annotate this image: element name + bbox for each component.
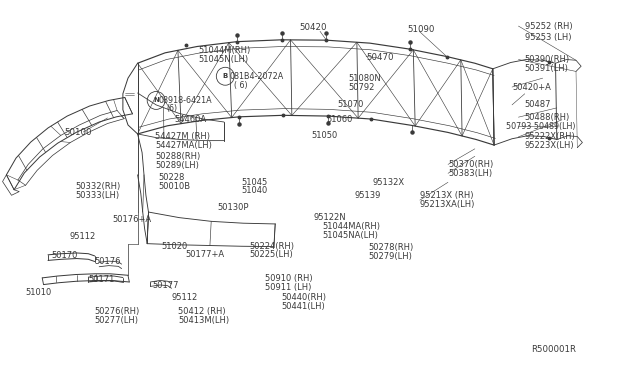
Text: 081B4-2072A: 081B4-2072A [229,72,284,81]
Text: 50332(RH): 50332(RH) [76,182,121,191]
Text: 50279(LH): 50279(LH) [369,252,413,261]
Text: 50224(RH): 50224(RH) [250,242,294,251]
Text: 95213XA(LH): 95213XA(LH) [420,200,476,209]
Text: ( 6): ( 6) [234,81,248,90]
Text: (6): (6) [166,105,177,113]
Text: 95139: 95139 [355,191,381,200]
Text: 50225(LH): 50225(LH) [250,250,293,259]
Text: 95112: 95112 [172,293,198,302]
Text: 50170: 50170 [51,251,77,260]
Text: 50470: 50470 [366,53,394,62]
Text: 50176+A: 50176+A [112,215,151,224]
Text: 95213X (RH): 95213X (RH) [420,191,474,200]
Text: 51010: 51010 [26,288,52,297]
Text: B: B [223,73,228,79]
Text: 50171: 50171 [88,275,115,284]
Text: 95132X: 95132X [372,178,404,187]
Text: 50278(RH): 50278(RH) [369,243,414,252]
Text: 50333(LH): 50333(LH) [76,191,120,200]
Text: 51070: 51070 [337,100,364,109]
Text: 50420: 50420 [300,23,327,32]
Text: 50177+A: 50177+A [186,250,225,259]
Text: 51080N: 51080N [349,74,381,83]
Text: 50487: 50487 [525,100,551,109]
Text: 50276(RH): 50276(RH) [95,307,140,316]
Text: 50792: 50792 [349,83,375,92]
Text: 95253 (LH): 95253 (LH) [525,33,572,42]
Text: 51045N(LH): 51045N(LH) [198,55,248,64]
Text: 50277(LH): 50277(LH) [95,316,139,325]
Text: 50383(LH): 50383(LH) [448,169,492,178]
Text: 08918-6421A: 08918-6421A [159,96,212,105]
Text: 54427MA(LH): 54427MA(LH) [155,141,212,150]
Text: 95112: 95112 [69,232,95,241]
Text: 50413M(LH): 50413M(LH) [178,316,229,325]
Text: 50100: 50100 [64,128,92,137]
Text: 51090: 51090 [407,25,435,34]
Text: 54427M (RH): 54427M (RH) [155,132,210,141]
Text: 95223X(LH): 95223X(LH) [525,141,575,150]
Text: 50289(LH): 50289(LH) [155,161,199,170]
Text: N: N [153,97,159,103]
Text: 50793 50489(LH): 50793 50489(LH) [506,122,575,131]
Text: 50488(RH): 50488(RH) [525,113,570,122]
Text: 51040: 51040 [241,186,268,195]
Text: 51050: 51050 [312,131,338,140]
Text: 50412 (RH): 50412 (RH) [178,307,225,316]
Text: 51044M(RH): 51044M(RH) [198,46,251,55]
Text: 50228: 50228 [159,173,185,182]
Text: 50176: 50176 [95,257,121,266]
Text: 51045: 51045 [241,178,268,187]
Text: 50391(LH): 50391(LH) [525,64,569,73]
Text: 50420+A: 50420+A [512,83,551,92]
Text: R500001R: R500001R [531,345,576,354]
Text: 95222X(RH): 95222X(RH) [525,132,575,141]
Text: 50288(RH): 50288(RH) [155,153,200,161]
Text: 50911 (LH): 50911 (LH) [265,283,311,292]
Text: 51020: 51020 [161,242,188,251]
Text: 50910 (RH): 50910 (RH) [265,274,312,283]
Text: 51045NA(LH): 51045NA(LH) [323,231,378,240]
Text: 50010B: 50010B [159,182,191,191]
Text: 50441(LH): 50441(LH) [282,302,325,311]
Text: 50177: 50177 [152,281,179,290]
Text: 50130P: 50130P [218,203,249,212]
Text: 50390(RH): 50390(RH) [525,55,570,64]
Text: 95252 (RH): 95252 (RH) [525,22,572,31]
Text: 51060: 51060 [326,115,353,124]
Text: 51044MA(RH): 51044MA(RH) [323,222,381,231]
Text: 50440(RH): 50440(RH) [282,293,326,302]
Text: 95122N: 95122N [314,213,346,222]
Text: 54460A: 54460A [174,115,206,124]
Text: 50370(RH): 50370(RH) [448,160,493,169]
